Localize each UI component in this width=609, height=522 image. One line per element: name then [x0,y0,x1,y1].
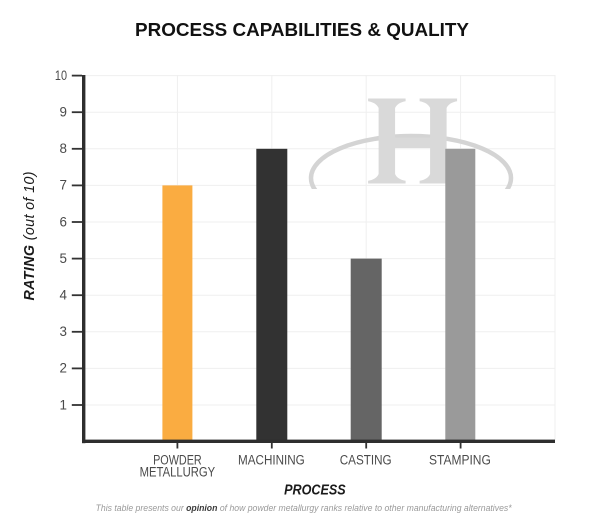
svg-text:MACHINING: MACHINING [238,452,305,467]
svg-text:5: 5 [60,251,67,266]
svg-text:7: 7 [60,178,67,193]
svg-text:POWDER: POWDER [153,452,202,467]
svg-text:METALLURGY: METALLURGY [140,464,216,479]
svg-text:PROCESS CAPABILITIES & QUALITY: PROCESS CAPABILITIES & QUALITY [135,19,469,40]
svg-text:3: 3 [60,324,67,339]
svg-text:10: 10 [55,68,67,83]
svg-text:PROCESS: PROCESS [284,483,346,499]
svg-text:4: 4 [60,288,68,303]
svg-text:1: 1 [60,397,67,412]
svg-text:CASTING: CASTING [340,452,392,467]
svg-text:RATING (out of 10): RATING (out of 10) [22,172,38,301]
svg-text:9: 9 [60,105,67,120]
svg-text:This table presents our opinio: This table presents our opinion of how p… [96,503,513,513]
svg-text:STAMPING: STAMPING [429,452,491,467]
svg-text:8: 8 [60,141,67,156]
svg-text:2: 2 [60,361,67,376]
svg-text:6: 6 [60,214,67,229]
